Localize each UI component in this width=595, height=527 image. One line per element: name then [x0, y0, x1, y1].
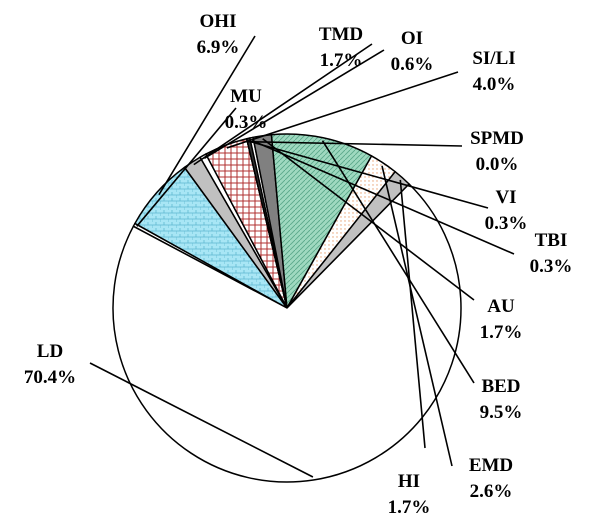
value-label-si-li: 4.0% — [473, 74, 516, 95]
leader-ld — [89, 362, 314, 478]
label-hi: HI — [398, 471, 420, 492]
label-au: AU — [487, 296, 515, 317]
value-label-mu: 0.3% — [225, 112, 268, 133]
leader-vi — [248, 140, 489, 209]
leader-oi — [203, 49, 385, 159]
leader-bed — [321, 140, 475, 384]
leader-emd — [381, 165, 453, 467]
leader-hi — [399, 179, 426, 449]
label-mu: MU — [230, 86, 262, 107]
value-label-ohi: 6.9% — [197, 37, 240, 58]
value-label-bed: 9.5% — [480, 402, 523, 423]
value-label-tbi: 0.3% — [530, 256, 573, 277]
slice-bed — [270, 133, 373, 309]
leader-tbi — [251, 139, 515, 255]
label-si-li: SI/LI — [472, 48, 515, 69]
value-label-spmd: 0.0% — [476, 154, 519, 175]
value-label-oi: 0.6% — [391, 54, 434, 75]
value-label-ld: 70.4% — [24, 367, 76, 388]
leader-tmd — [193, 43, 373, 166]
leader-spmd — [247, 140, 463, 147]
label-tmd: TMD — [319, 24, 363, 45]
slice-ld — [112, 183, 462, 483]
label-emd: EMD — [469, 455, 513, 476]
leader-mu — [136, 107, 237, 227]
leader-au — [262, 138, 475, 301]
leader-lines — [89, 35, 515, 478]
value-label-au: 1.7% — [480, 322, 523, 343]
value-label-emd: 2.6% — [470, 481, 513, 502]
value-label-vi: 0.3% — [485, 213, 528, 234]
leader-si-li — [226, 71, 459, 149]
label-ohi: OHI — [200, 11, 237, 32]
label-ld: LD — [37, 341, 63, 362]
label-vi: VI — [495, 187, 516, 208]
pie-slices — [112, 133, 462, 483]
label-bed: BED — [481, 376, 520, 397]
value-label-hi: 1.7% — [388, 497, 431, 518]
label-tbi: TBI — [535, 230, 568, 251]
leader-ohi — [158, 35, 256, 196]
label-spmd: SPMD — [470, 128, 524, 149]
slice-labels: MU 0.3% OHI 6.9% TMD 1.7% OI 0.6% SI/LI 4.0% SPMD 0… — [24, 11, 573, 518]
label-oi: OI — [401, 28, 423, 49]
value-label-tmd: 1.7% — [320, 50, 363, 71]
